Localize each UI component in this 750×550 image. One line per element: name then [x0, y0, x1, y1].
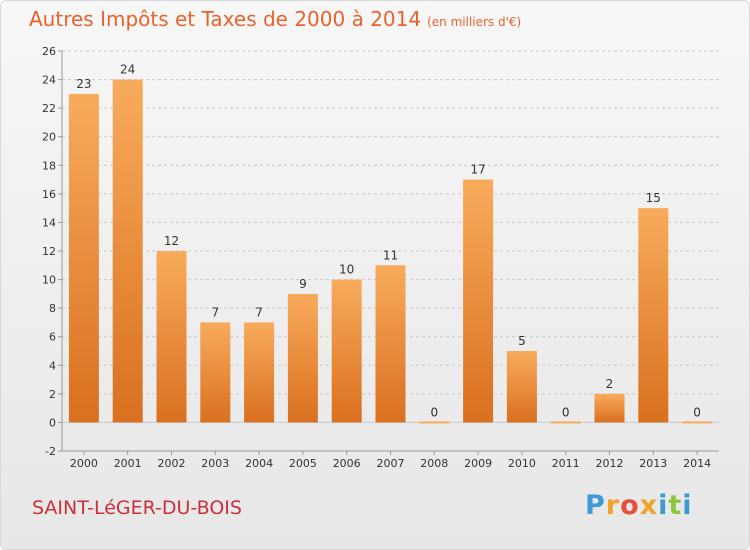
bar-value-label: 5 — [518, 334, 526, 348]
x-tick-label: 2014 — [683, 457, 711, 470]
x-tick-label: 2011 — [552, 457, 580, 470]
y-tick-label: 2 — [49, 388, 56, 401]
x-tick-label: 2013 — [639, 457, 667, 470]
chart-title-text: Autres Impôts et Taxes de 2000 à 2014 — [29, 7, 422, 31]
y-tick-label: 22 — [42, 102, 56, 115]
bar-value-label: 10 — [339, 263, 354, 277]
bar — [156, 251, 187, 423]
y-tick-label: 8 — [49, 302, 56, 315]
bar — [638, 208, 669, 423]
x-tick-label: 2004 — [245, 457, 273, 470]
x-tick-label: 2012 — [596, 457, 624, 470]
bar-value-label: 2 — [606, 377, 614, 391]
y-tick-label: 4 — [49, 359, 56, 372]
x-tick-label: 2001 — [114, 457, 142, 470]
x-tick-label: 2010 — [508, 457, 536, 470]
logo-letter: x — [639, 490, 659, 521]
commune-name: SAINT-LéGER-DU-BOIS — [32, 497, 242, 519]
bar-value-label: 0 — [693, 405, 701, 419]
y-tick-label: 24 — [42, 74, 56, 87]
logo-letter: i — [658, 490, 669, 521]
bar — [550, 421, 581, 424]
bar-value-label: 24 — [120, 63, 135, 77]
bars-layer — [68, 79, 713, 424]
bar-value-label: 9 — [299, 277, 307, 291]
x-tick-label: 2003 — [201, 457, 229, 470]
bar — [68, 93, 99, 423]
logo-letter: r — [605, 490, 621, 521]
bar — [463, 179, 494, 423]
logo-letter: o — [620, 490, 640, 521]
bar — [244, 322, 275, 423]
x-tick-label: 2006 — [333, 457, 361, 470]
logo-letter: t — [668, 490, 683, 521]
y-tick-label: -2 — [45, 445, 56, 458]
bar — [419, 421, 450, 424]
y-tick-label: 6 — [49, 331, 56, 344]
x-tick-label: 2000 — [70, 457, 98, 470]
logo-letter: P — [585, 490, 606, 521]
bar — [112, 79, 143, 423]
bar-value-label: 15 — [646, 191, 661, 205]
y-tick-label: 0 — [49, 416, 56, 429]
bar — [287, 293, 318, 423]
x-tick-label: 2005 — [289, 457, 317, 470]
bar — [375, 265, 406, 423]
y-tick-label: 14 — [42, 216, 56, 229]
bar-value-label: 7 — [211, 305, 219, 319]
x-tick-label: 2008 — [420, 457, 448, 470]
y-tick-label: 10 — [42, 274, 56, 287]
y-tick-label: 18 — [42, 159, 56, 172]
logo-letter: i — [682, 490, 693, 521]
bar-value-label: 12 — [164, 234, 179, 248]
proxiti-logo: Proxiti — [585, 490, 693, 521]
chart-title-unit: (en milliers d'€) — [427, 15, 522, 29]
y-tick-label: 16 — [42, 188, 56, 201]
bar-value-label: 7 — [255, 305, 263, 319]
bar-value-label: 0 — [430, 405, 438, 419]
bar-value-label: 17 — [470, 163, 485, 177]
y-tick-label: 20 — [42, 131, 56, 144]
bar — [506, 351, 537, 423]
x-tick-label: 2002 — [158, 457, 186, 470]
y-tick-label: 12 — [42, 245, 56, 258]
bar — [594, 393, 625, 423]
bar-value-label: 0 — [562, 405, 570, 419]
bar — [682, 421, 713, 424]
bar — [331, 279, 362, 423]
chart-title: Autres Impôts et Taxes de 2000 à 2014 (en… — [29, 7, 521, 31]
labels-layer: 23 24 12 7 7 9 10 11 0 17 5 0 2 15 0 — [76, 63, 701, 420]
x-tick-label: 2009 — [464, 457, 492, 470]
bar — [200, 322, 231, 423]
y-tick-label: 26 — [42, 45, 56, 58]
bar-value-label: 11 — [383, 248, 398, 262]
x-tick-label: 2007 — [377, 457, 405, 470]
bar-value-label: 23 — [76, 77, 91, 91]
